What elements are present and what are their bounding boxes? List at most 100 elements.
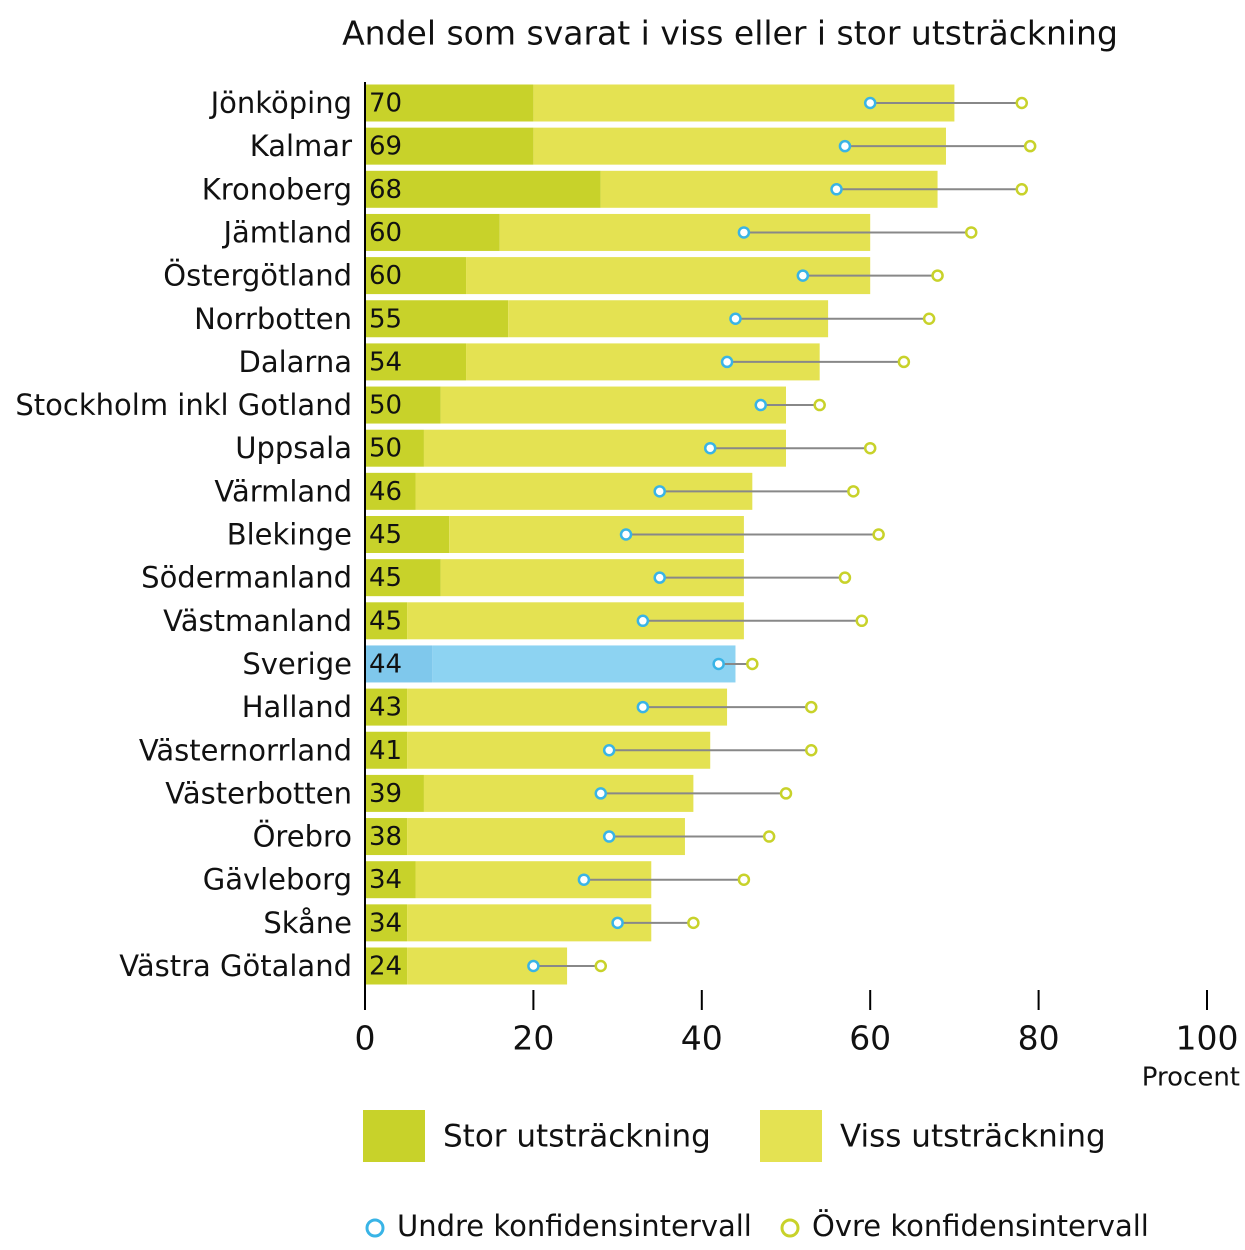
total-label: 46 (369, 477, 402, 507)
ci-point (1015, 96, 1029, 110)
category-label: Dalarna (239, 345, 353, 379)
category-label: Sverige (242, 647, 352, 681)
bar-segment (365, 386, 441, 424)
bar-segment (407, 904, 652, 942)
category-label: Värmland (214, 474, 352, 508)
legend-swatch (760, 1110, 822, 1162)
bar-segment (365, 213, 500, 251)
ci-point (737, 226, 751, 239)
total-label: 45 (369, 520, 402, 550)
bar-segment (432, 645, 736, 683)
ci-point (611, 916, 624, 930)
category-label: Stockholm inkl Gotland (15, 388, 352, 422)
ci-point (897, 355, 911, 369)
x-tick-label: 60 (849, 1019, 891, 1058)
ci-point (754, 398, 767, 412)
ci-point (594, 959, 608, 973)
ci-point (830, 183, 843, 196)
ci-point (805, 700, 818, 714)
ci-point (720, 355, 734, 369)
ci-point (863, 96, 877, 110)
total-label: 60 (369, 218, 402, 248)
ci-point (813, 398, 826, 412)
ci-point (737, 873, 751, 886)
total-label: 39 (369, 779, 402, 809)
total-label: 45 (369, 606, 402, 636)
legend-label: Övre konfidensintervall (812, 1209, 1149, 1243)
ci-point (847, 485, 860, 498)
category-label: Blekinge (227, 518, 352, 552)
legend-marker (780, 1218, 800, 1238)
ci-point (594, 787, 608, 800)
total-label: 60 (369, 261, 402, 291)
ci-point (729, 312, 742, 325)
ci-point (636, 700, 650, 714)
category-label: Östergötland (163, 259, 352, 293)
total-label: 41 (369, 736, 402, 766)
bar-segment (365, 602, 408, 640)
legend-swatch (363, 1110, 425, 1162)
total-label: 43 (369, 693, 402, 723)
category-label: Västernorrland (139, 733, 352, 767)
ci-point (964, 226, 978, 239)
category-label: Uppsala (235, 431, 352, 465)
category-label: Kalmar (250, 129, 352, 163)
category-label: Södermanland (141, 561, 352, 595)
bar-segment (365, 516, 450, 553)
total-label: 34 (369, 908, 402, 938)
bar-segment (365, 343, 467, 381)
ci-point (863, 441, 877, 455)
total-label: 45 (369, 563, 402, 593)
x-axis-label: Procent (1142, 1063, 1240, 1093)
total-label: 34 (369, 865, 402, 895)
bar-segment (365, 170, 601, 208)
bar-segment (365, 818, 408, 856)
ci-point (602, 830, 616, 843)
total-label: 44 (369, 649, 402, 679)
bar-segment (365, 472, 416, 510)
bar-segment (365, 127, 534, 165)
category-label: Norrbotten (194, 302, 352, 336)
category-label: Halland (242, 690, 352, 724)
category-label: Gävleborg (203, 863, 352, 897)
category-label: Västerbotten (165, 776, 352, 810)
category-label: Västmanland (163, 604, 352, 638)
total-label: 68 (369, 175, 402, 205)
total-label: 24 (369, 952, 402, 982)
ci-point (1023, 139, 1037, 153)
x-tick-label: 80 (1018, 1019, 1060, 1058)
category-label: Skåne (263, 906, 352, 940)
bar-segment (365, 429, 424, 467)
bar-segment (365, 774, 424, 812)
ci-point (746, 657, 759, 671)
bar-segment (365, 688, 408, 726)
legend-label: Stor utsträckning (443, 1119, 711, 1155)
ci-point (796, 269, 810, 282)
category-label: Kronoberg (202, 172, 352, 206)
x-tick-label: 20 (512, 1019, 554, 1058)
bar-segment (365, 300, 509, 338)
total-label: 70 (369, 89, 402, 119)
chart-title: Andel som svarat i viss eller i stor uts… (342, 14, 1118, 53)
ci-point (779, 787, 793, 800)
bar-segment (365, 861, 416, 899)
ci-point (855, 614, 869, 628)
ci-point (712, 657, 725, 671)
ci-point (619, 528, 633, 541)
x-tick-label: 40 (681, 1019, 723, 1058)
ci-point (922, 312, 936, 325)
ci-point (687, 916, 700, 930)
ci-point (703, 441, 717, 455)
bar-segment (440, 386, 786, 424)
x-tick-label: 100 (1176, 1019, 1239, 1058)
total-label: 50 (369, 391, 402, 421)
ci-point (931, 269, 944, 282)
total-label: 55 (369, 304, 402, 334)
category-label: Örebro (253, 820, 352, 854)
category-label: Jämtland (221, 215, 352, 249)
legend-marker (365, 1218, 385, 1238)
total-label: 69 (369, 132, 402, 162)
ci-point (872, 528, 885, 541)
legend-label: Viss utsträckning (840, 1119, 1106, 1155)
